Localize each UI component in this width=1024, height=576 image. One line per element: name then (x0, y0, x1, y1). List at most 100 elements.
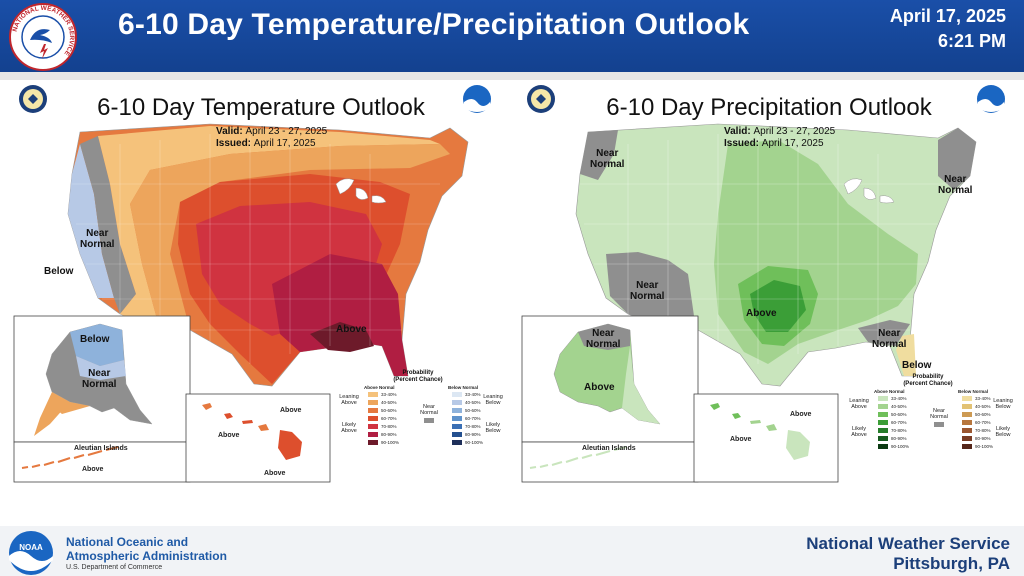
precip-legend-likely-below-2: Below (995, 432, 1011, 438)
precip-ne-near-line1: Near (944, 174, 967, 185)
precip-legend-below-swatch-3 (962, 420, 972, 425)
precipitation-issued-value: April 17, 2025 (761, 138, 824, 149)
temp-legend-above-range-0: 33-40% (381, 392, 397, 397)
precip-legend-near-2: Normal (930, 414, 948, 420)
nws-office: National Weather Service Pittsburgh, PA (806, 534, 1010, 574)
precip-label-sw-near: Near Normal (630, 280, 664, 302)
temp-legend-leaning-above-1: Leaning (339, 394, 359, 400)
temp-80-90-zone (272, 254, 408, 376)
temp-legend-likely-above-1: Likely (341, 422, 357, 428)
precip-below-zone (896, 334, 916, 376)
precip-legend-above-range-6: 90-100% (891, 444, 910, 449)
precip-aleutian-label: Aleutian Islands (582, 445, 636, 452)
precip-legend-above-swatch-4 (878, 428, 888, 433)
temperature-valid-value: April 23 - 27, 2025 (245, 126, 328, 137)
precip-legend-leaning-above-2: Above (851, 404, 867, 410)
temp-legend-above-swatch-1 (368, 400, 378, 405)
temp-legend-title-2: (Percent Chance) (393, 377, 443, 383)
precip-legend-above-range-0: 33-40% (891, 396, 907, 401)
precip-label-se-near: Near Normal (872, 328, 906, 350)
precip-legend-above-swatch-0 (878, 396, 888, 401)
temp-legend-likely-above-2: Above (341, 428, 357, 434)
temp-legend-above-swatch-5 (368, 432, 378, 437)
precip-hi-above-2: Above (730, 436, 752, 443)
noaa-logo-text: NOAA (19, 543, 43, 552)
temp-legend-below-swatch-4 (452, 424, 462, 429)
precip-legend-leaning-below-1: Leaning (993, 398, 1013, 404)
precipitation-outlook-panel: 6-10 Day Precipitation Outlook Valid: Ap… (518, 84, 1020, 490)
temp-legend-below-swatch-2 (452, 408, 462, 413)
issue-datetime: April 17, 2025 6:21 PM (890, 4, 1006, 54)
nws-office-line1: National Weather Service (806, 534, 1010, 553)
temp-alaska-below-light (76, 356, 126, 380)
precip-aleutian-chain (529, 446, 627, 469)
temp-legend-below-range-6: 90-100% (465, 440, 484, 445)
precip-legend-likely-above-2: Above (851, 432, 867, 438)
precip-legend-near-1: Near (933, 408, 945, 414)
temp-legend-below-range-2: 50-60% (465, 408, 481, 413)
temp-legend-below-swatch-5 (452, 432, 462, 437)
temp-legend-above-range-2: 50-60% (381, 408, 397, 413)
precip-legend-below-range-3: 60-70% (975, 420, 991, 425)
precip-sw-near-line1: Near (636, 280, 659, 291)
precip-60-70-zone (750, 280, 806, 332)
precip-legend-above-swatch-2 (878, 412, 888, 417)
precip-legend-title-2: (Percent Chance) (903, 381, 953, 387)
temp-legend-below-range-5: 80-90% (465, 432, 481, 437)
temp-legend-above-header: Above Normal (364, 385, 395, 390)
temp-legend-below-header: Below Normal (448, 385, 479, 390)
precip-se-near-zone (858, 320, 910, 346)
temp-hi-above-1: Above (280, 407, 302, 414)
issue-time: 6:21 PM (937, 31, 1006, 51)
noaa-name-line1: National Oceanic and (66, 535, 189, 549)
precip-legend-near-swatch (934, 422, 944, 427)
temp-hawaii-inset (185, 393, 331, 483)
temp-legend-below-swatch-1 (452, 400, 462, 405)
temp-aleutian-above-label: Above (82, 466, 104, 473)
temp-legend-near-2: Normal (420, 410, 438, 416)
commerce-seal-icon (19, 85, 47, 113)
nws-logo-icon: NATIONAL WEATHER SERVICE (9, 3, 77, 71)
precip-nw-near-line1: Near (596, 148, 619, 159)
precip-nw-near-zone (580, 130, 618, 180)
precip-legend-above-range-1: 40-50% (891, 404, 907, 409)
header-bar: NATIONAL WEATHER SERVICE 6-10 Day Temper… (0, 0, 1024, 72)
temp-ak-label-below: Below (80, 334, 110, 345)
precip-sw-near-line2: Normal (630, 291, 665, 302)
noaa-name-line2: Atmospheric Administration (66, 549, 227, 563)
precip-legend-below-swatch-1 (962, 404, 972, 409)
precip-ak-label-near: Near Normal (586, 328, 620, 350)
precip-legend-below-range-5: 80-90% (975, 436, 991, 441)
temp-33-40-zone (98, 126, 440, 330)
temperature-map (13, 123, 469, 483)
temp-below-zone (68, 144, 114, 298)
precip-legend-leaning-above-1: Leaning (849, 398, 869, 404)
precip-aleutian-inset (521, 441, 699, 483)
temp-legend-above-swatch-4 (368, 424, 378, 429)
precip-legend-above-range-4: 70-80% (891, 428, 907, 433)
temperature-issued-label: Issued: (216, 138, 252, 149)
temperature-valid-period: Valid: April 23 - 27, 2025 Issued: April… (216, 126, 327, 150)
precip-se-near-line1: Near (878, 328, 901, 339)
precip-legend-below-range-2: 50-60% (975, 412, 991, 417)
temp-label-below: Below (44, 266, 74, 277)
precipitation-valid-period: Valid: April 23 - 27, 2025 Issued: April… (724, 126, 835, 150)
precip-hawaii-inset (693, 393, 839, 483)
precip-legend-below-swatch-2 (962, 412, 972, 417)
precip-legend-leaning-below-2: Below (995, 404, 1011, 410)
temp-near-normal-zone (80, 136, 136, 314)
noaa-seal-icon (463, 85, 491, 113)
precipitation-issued-label: Issued: (724, 138, 760, 149)
precip-legend-likely-above-1: Likely (851, 426, 867, 432)
temp-ak-label-near-normal: Near Normal (82, 368, 116, 390)
precip-label-below: Below (902, 360, 932, 371)
noaa-department: U.S. Department of Commerce (66, 564, 163, 571)
temp-legend-title-1: Probability (402, 370, 434, 376)
temp-legend-above-range-5: 80-90% (381, 432, 397, 437)
temp-legend-leaning-below-2: Below (485, 400, 501, 406)
temp-legend-above-range-6: 90-100% (381, 440, 400, 445)
temp-hi-above-3: Above (264, 470, 286, 477)
temp-legend-above-range-3: 60-70% (381, 416, 397, 421)
precip-legend-above-range-2: 50-60% (891, 412, 907, 417)
temp-legend-below-range-4: 70-80% (465, 424, 481, 429)
